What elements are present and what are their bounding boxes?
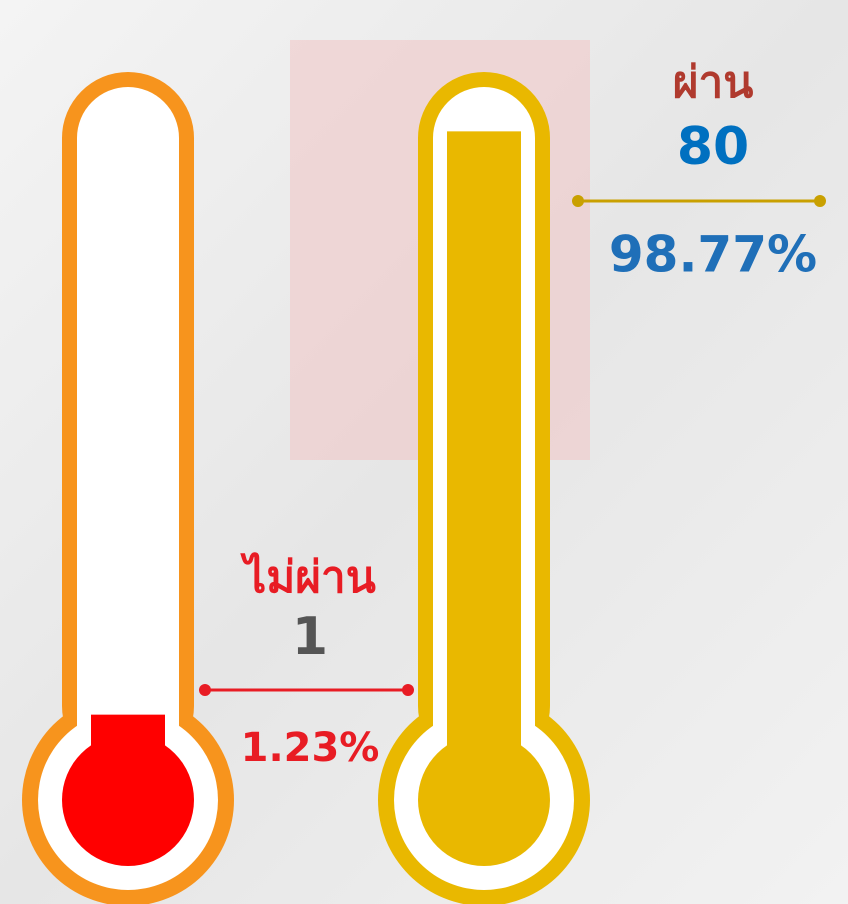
category-label: ผ่าน — [673, 57, 754, 108]
divider-dot — [572, 195, 584, 207]
tube-inner — [77, 87, 179, 787]
divider-dot — [814, 195, 826, 207]
divider-dot — [402, 684, 414, 696]
divider-dot — [199, 684, 211, 696]
percent-label: 98.77% — [609, 226, 817, 284]
level-fill — [447, 131, 521, 790]
level-fill — [91, 714, 165, 790]
count-label: 80 — [677, 117, 749, 177]
category-label: ไม่ผ่าน — [240, 551, 376, 603]
percent-label: 1.23% — [241, 725, 380, 771]
count-label: 1 — [292, 607, 328, 667]
